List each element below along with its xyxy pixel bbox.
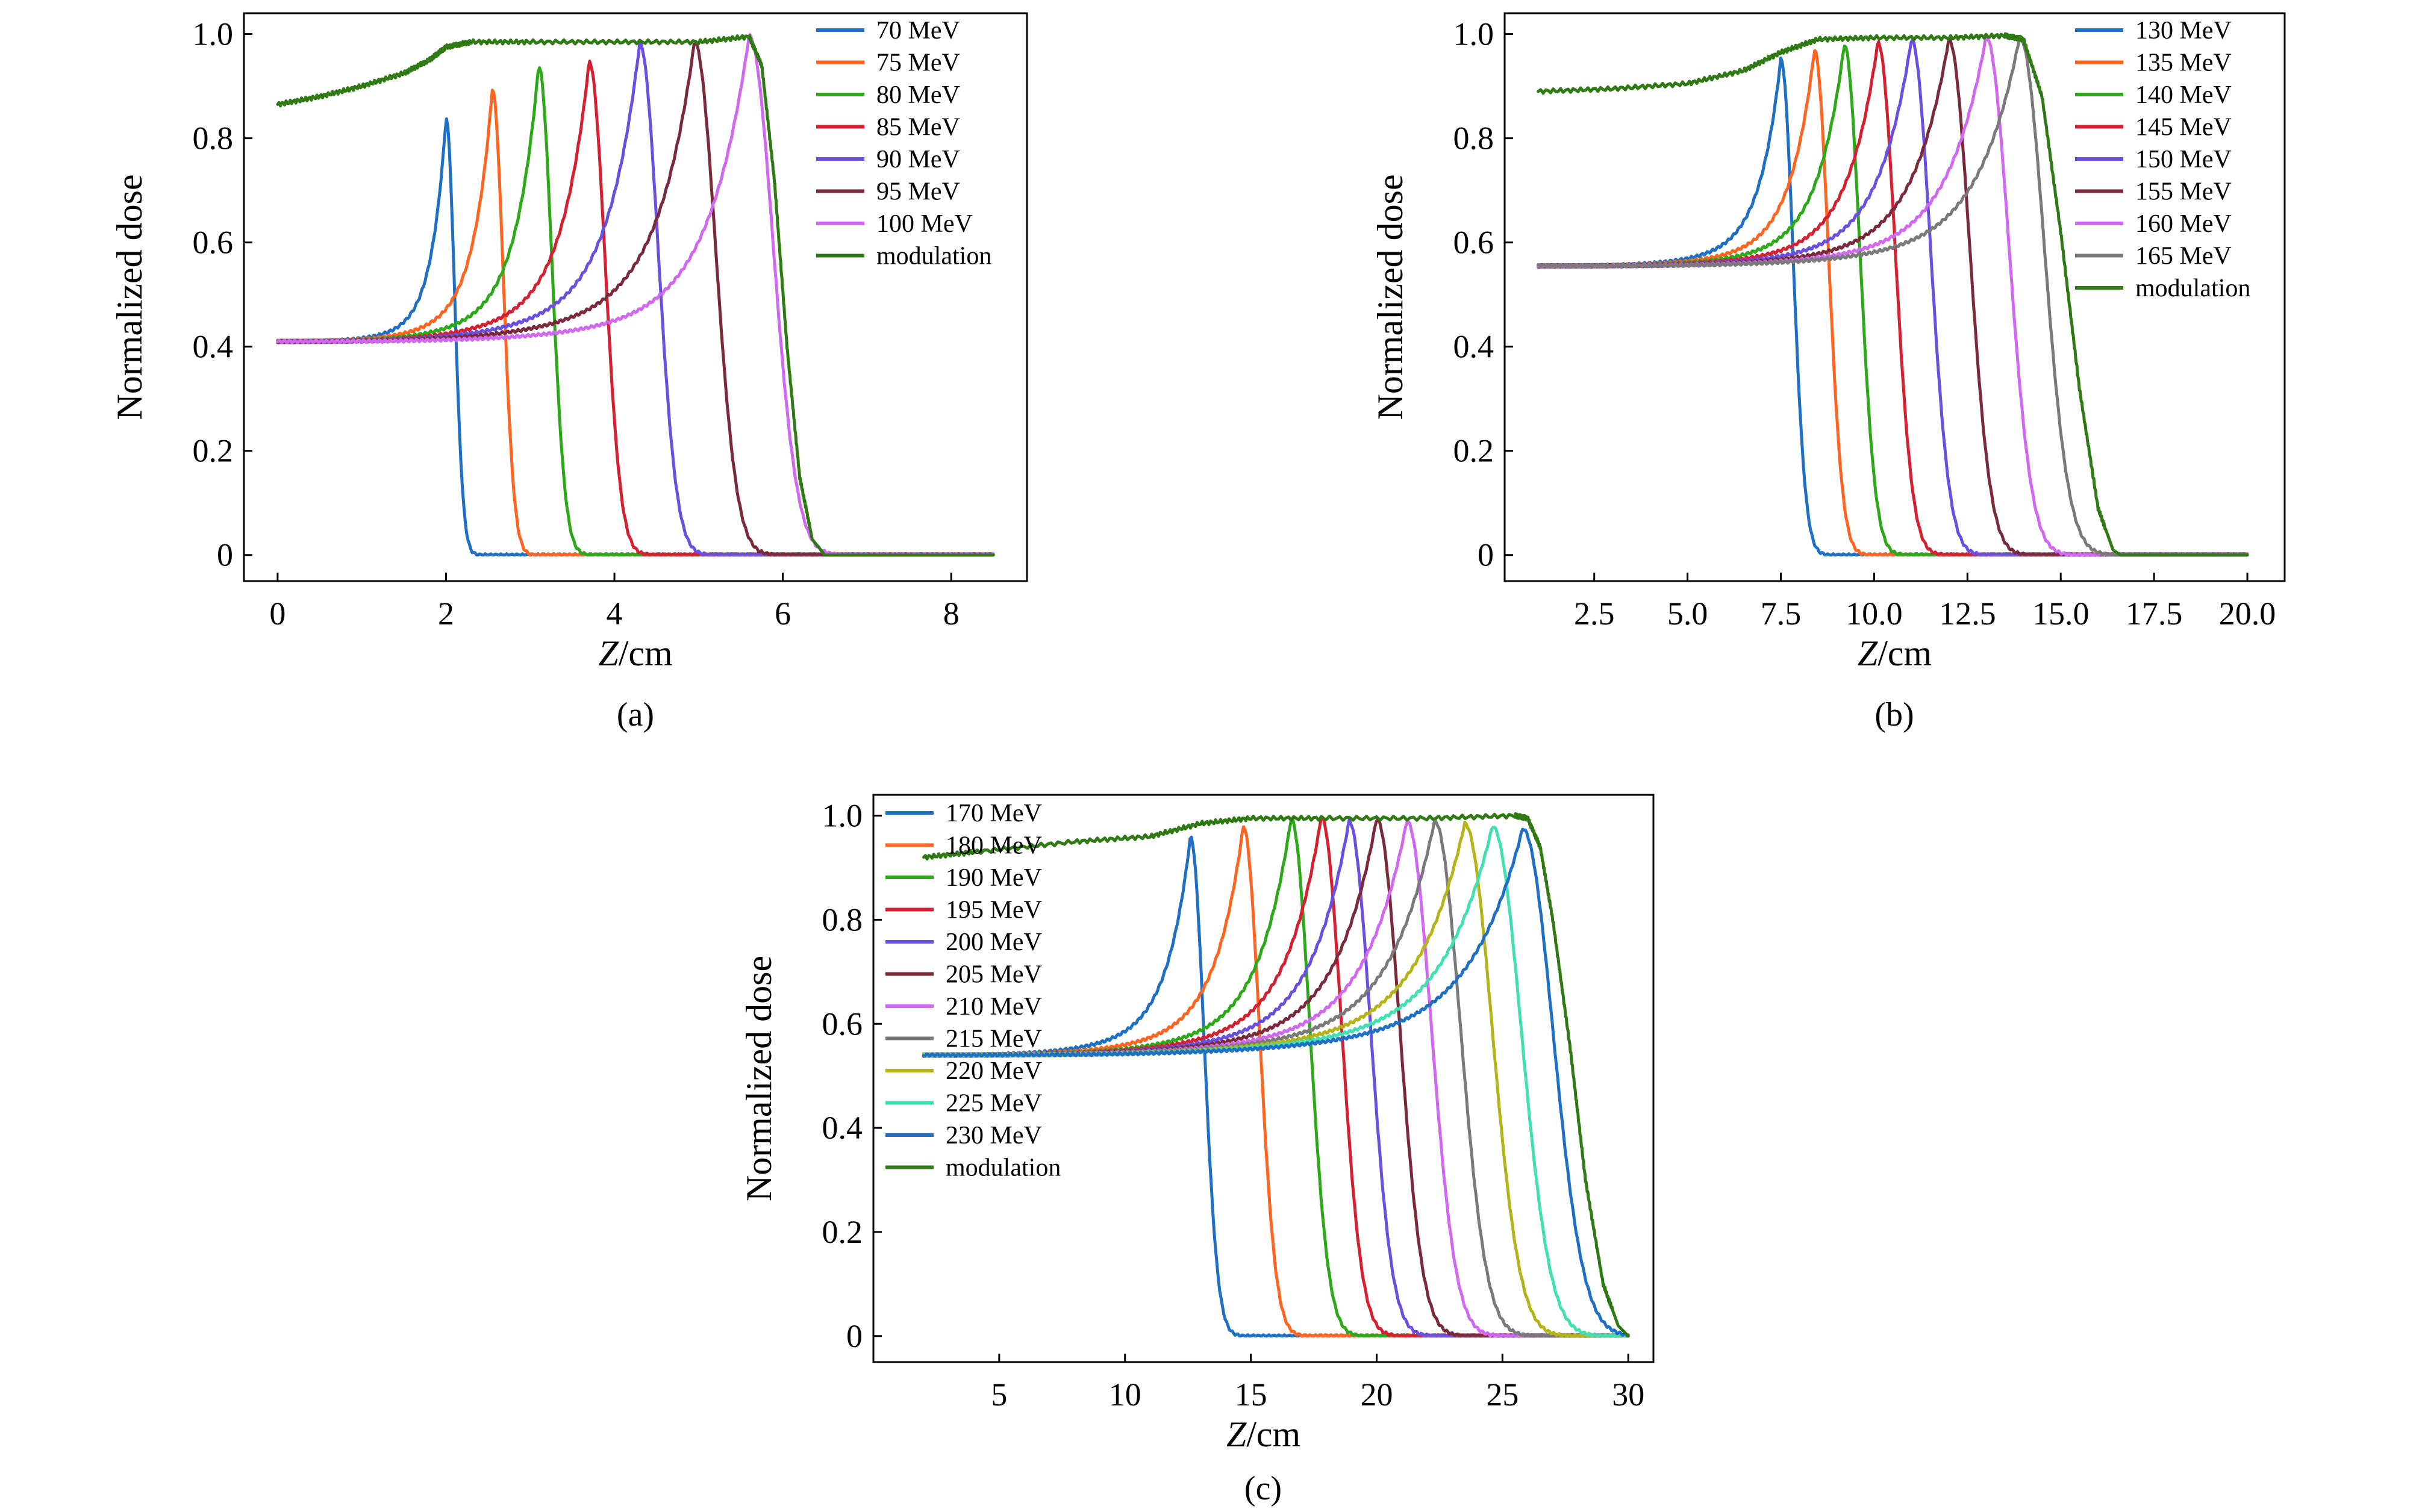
legend-label: 210 MeV xyxy=(946,993,1042,1021)
legend-label: 225 MeV xyxy=(946,1090,1042,1118)
y-axis-label: Normalized dose xyxy=(1370,174,1410,420)
legend-label: 195 MeV xyxy=(946,897,1042,924)
legend-label: 75 MeV xyxy=(876,49,960,77)
panel-label: (b) xyxy=(1874,696,1914,733)
legend-label: modulation xyxy=(876,243,991,270)
series-line-230-mev xyxy=(922,827,1630,1337)
x-tick-label: 10.0 xyxy=(1846,596,1903,632)
legend-label: 215 MeV xyxy=(946,1025,1042,1053)
series-line-modulation xyxy=(276,34,995,557)
legend-label: 145 MeV xyxy=(2135,114,2232,142)
panel-b-chart: 0 0.2 0.4 0.6 0.8 1.0 2.5 5.0 7.5 10.0 12.5 15.0 17.… xyxy=(1370,12,2286,733)
legend-label: 85 MeV xyxy=(876,114,960,142)
legend-label: 90 MeV xyxy=(876,146,960,173)
series-line-100-mev xyxy=(276,33,995,557)
y-tick-label: 0.4 xyxy=(1453,329,1494,365)
legend-label: 160 MeV xyxy=(2135,210,2232,238)
y-tick-label: 0.6 xyxy=(822,1006,863,1042)
legend-label: 205 MeV xyxy=(946,961,1042,989)
series-line-modulation xyxy=(922,812,1630,1338)
y-tick-label: 1.0 xyxy=(1453,16,1494,52)
y-tick-label: 0.4 xyxy=(822,1110,863,1146)
x-tick-label: 20 xyxy=(1360,1377,1393,1413)
plot-frame xyxy=(1503,12,2286,582)
legend-label: 155 MeV xyxy=(2135,178,2232,206)
x-tick-label: 6 xyxy=(775,596,791,632)
x-tick-label: 15.0 xyxy=(2032,596,2090,632)
legend-label: 230 MeV xyxy=(946,1122,1042,1150)
legend-label: modulation xyxy=(2135,275,2250,302)
plot-frame xyxy=(243,12,1028,582)
y-tick-label: 0 xyxy=(217,537,233,573)
legend-label: 190 MeV xyxy=(946,864,1042,892)
x-tick-label: 8 xyxy=(943,596,960,632)
y-tick-label: 0.2 xyxy=(822,1214,863,1250)
y-tick-label: 0 xyxy=(846,1318,863,1354)
legend-label: 150 MeV xyxy=(2135,146,2232,173)
panel-c-chart: 0 0.2 0.4 0.6 0.8 1.0 5 10 15 20 25 30 Z/cm Normalize… xyxy=(739,794,1655,1507)
x-axis-label: Z/cm xyxy=(1226,1414,1300,1454)
legend-label: 135 MeV xyxy=(2135,49,2232,77)
legend-label: 80 MeV xyxy=(876,81,960,109)
x-tick-label: 17.5 xyxy=(2126,596,2183,632)
y-tick-label: 0.6 xyxy=(193,225,234,261)
legend-label: 95 MeV xyxy=(876,178,960,206)
x-axis-label: Z/cm xyxy=(598,633,672,673)
x-tick-label: 7.5 xyxy=(1761,596,1802,632)
x-axis-label: Z/cm xyxy=(1858,633,1932,673)
legend-label: 140 MeV xyxy=(2135,81,2232,109)
x-tick-label: 20.0 xyxy=(2219,596,2276,632)
y-tick-label: 0.8 xyxy=(193,120,234,157)
y-tick-label: 1.0 xyxy=(822,798,863,834)
y-tick-label: 1.0 xyxy=(193,16,234,52)
x-tick-label: 4 xyxy=(607,596,623,632)
x-tick-label: 10 xyxy=(1109,1377,1141,1413)
y-tick-label: 0.8 xyxy=(822,901,863,938)
legend-label: 70 MeV xyxy=(876,17,960,45)
legend-label: modulation xyxy=(946,1154,1061,1182)
x-tick-label: 12.5 xyxy=(1939,596,1996,632)
x-tick-label: 5.0 xyxy=(1667,596,1708,632)
x-tick-label: 0 xyxy=(269,596,286,632)
legend-label: 165 MeV xyxy=(2135,243,2232,270)
legend-label: 180 MeV xyxy=(946,832,1042,860)
series-line-modulation xyxy=(1537,32,2249,557)
y-tick-label: 0.2 xyxy=(1453,433,1494,469)
y-tick-label: 0.8 xyxy=(1453,120,1494,157)
legend-label: 170 MeV xyxy=(946,800,1042,827)
plot-frame xyxy=(872,794,1655,1363)
y-axis-label: Normalized dose xyxy=(110,174,149,420)
x-tick-label: 2 xyxy=(438,596,454,632)
y-tick-label: 0.2 xyxy=(193,433,234,469)
x-tick-label: 30 xyxy=(1612,1377,1644,1413)
x-tick-label: 15 xyxy=(1235,1377,1267,1413)
y-tick-label: 0 xyxy=(1478,537,1494,573)
panel-label: (a) xyxy=(617,696,654,733)
panel-label: (c) xyxy=(1244,1470,1282,1507)
x-tick-label: 25 xyxy=(1486,1377,1519,1413)
legend-label: 100 MeV xyxy=(876,210,973,238)
x-tick-label: 5 xyxy=(991,1377,1007,1413)
x-tick-label: 2.5 xyxy=(1574,596,1615,632)
y-tick-label: 0.6 xyxy=(1453,225,1494,261)
legend-label: 220 MeV xyxy=(946,1057,1042,1085)
y-tick-label: 0.4 xyxy=(193,329,234,365)
y-axis-label: Normalized dose xyxy=(739,956,779,1201)
legend-label: 200 MeV xyxy=(946,929,1042,956)
panel-a-chart: 0 0.2 0.4 0.6 0.8 1.0 0 2 4 6 8 Z/cm Normalized dose… xyxy=(110,12,1028,733)
legend-label: 130 MeV xyxy=(2135,17,2232,45)
